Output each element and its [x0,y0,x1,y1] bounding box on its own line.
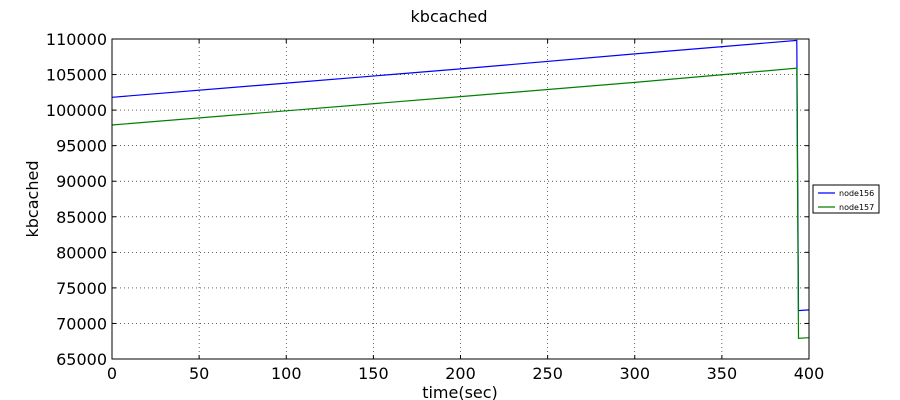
y-tick-label: 75000 [56,279,107,298]
legend: node156 node157 [812,184,880,214]
y-tick-label: 90000 [56,172,107,191]
legend-label: node157 [839,203,874,212]
axis-ticks: 0 50 100 150 200 250 300 350 400 65000 70000 75000 8… [46,30,824,383]
y-tick-label: 85000 [56,208,107,227]
x-tick-label: 50 [189,364,209,383]
x-tick-label: 350 [707,364,738,383]
x-tick-label: 200 [445,364,476,383]
x-tick-label: 300 [619,364,650,383]
y-tick-label: 100000 [46,101,107,120]
legend-box [812,184,880,214]
grid [111,38,810,360]
y-tick-label: 110000 [46,30,107,49]
series-lines [111,39,810,340]
x-tick-label: 0 [107,364,117,383]
x-tick-label: 100 [271,364,302,383]
x-tick-label: 150 [358,364,389,383]
chart-title: kbcached [411,7,488,26]
y-tick-label: 70000 [56,314,107,333]
legend-label: node156 [839,189,874,198]
x-axis-label: time(sec) [422,383,498,400]
y-tick-label: 65000 [56,350,107,369]
x-tick-label: 400 [794,364,825,383]
x-tick-label: 250 [532,364,563,383]
y-tick-label: 95000 [56,137,107,156]
y-tick-label: 105000 [46,66,107,85]
y-tick-label: 80000 [56,243,107,262]
y-axis-label: kbcached [23,161,42,238]
series-line-node157 [111,67,810,340]
